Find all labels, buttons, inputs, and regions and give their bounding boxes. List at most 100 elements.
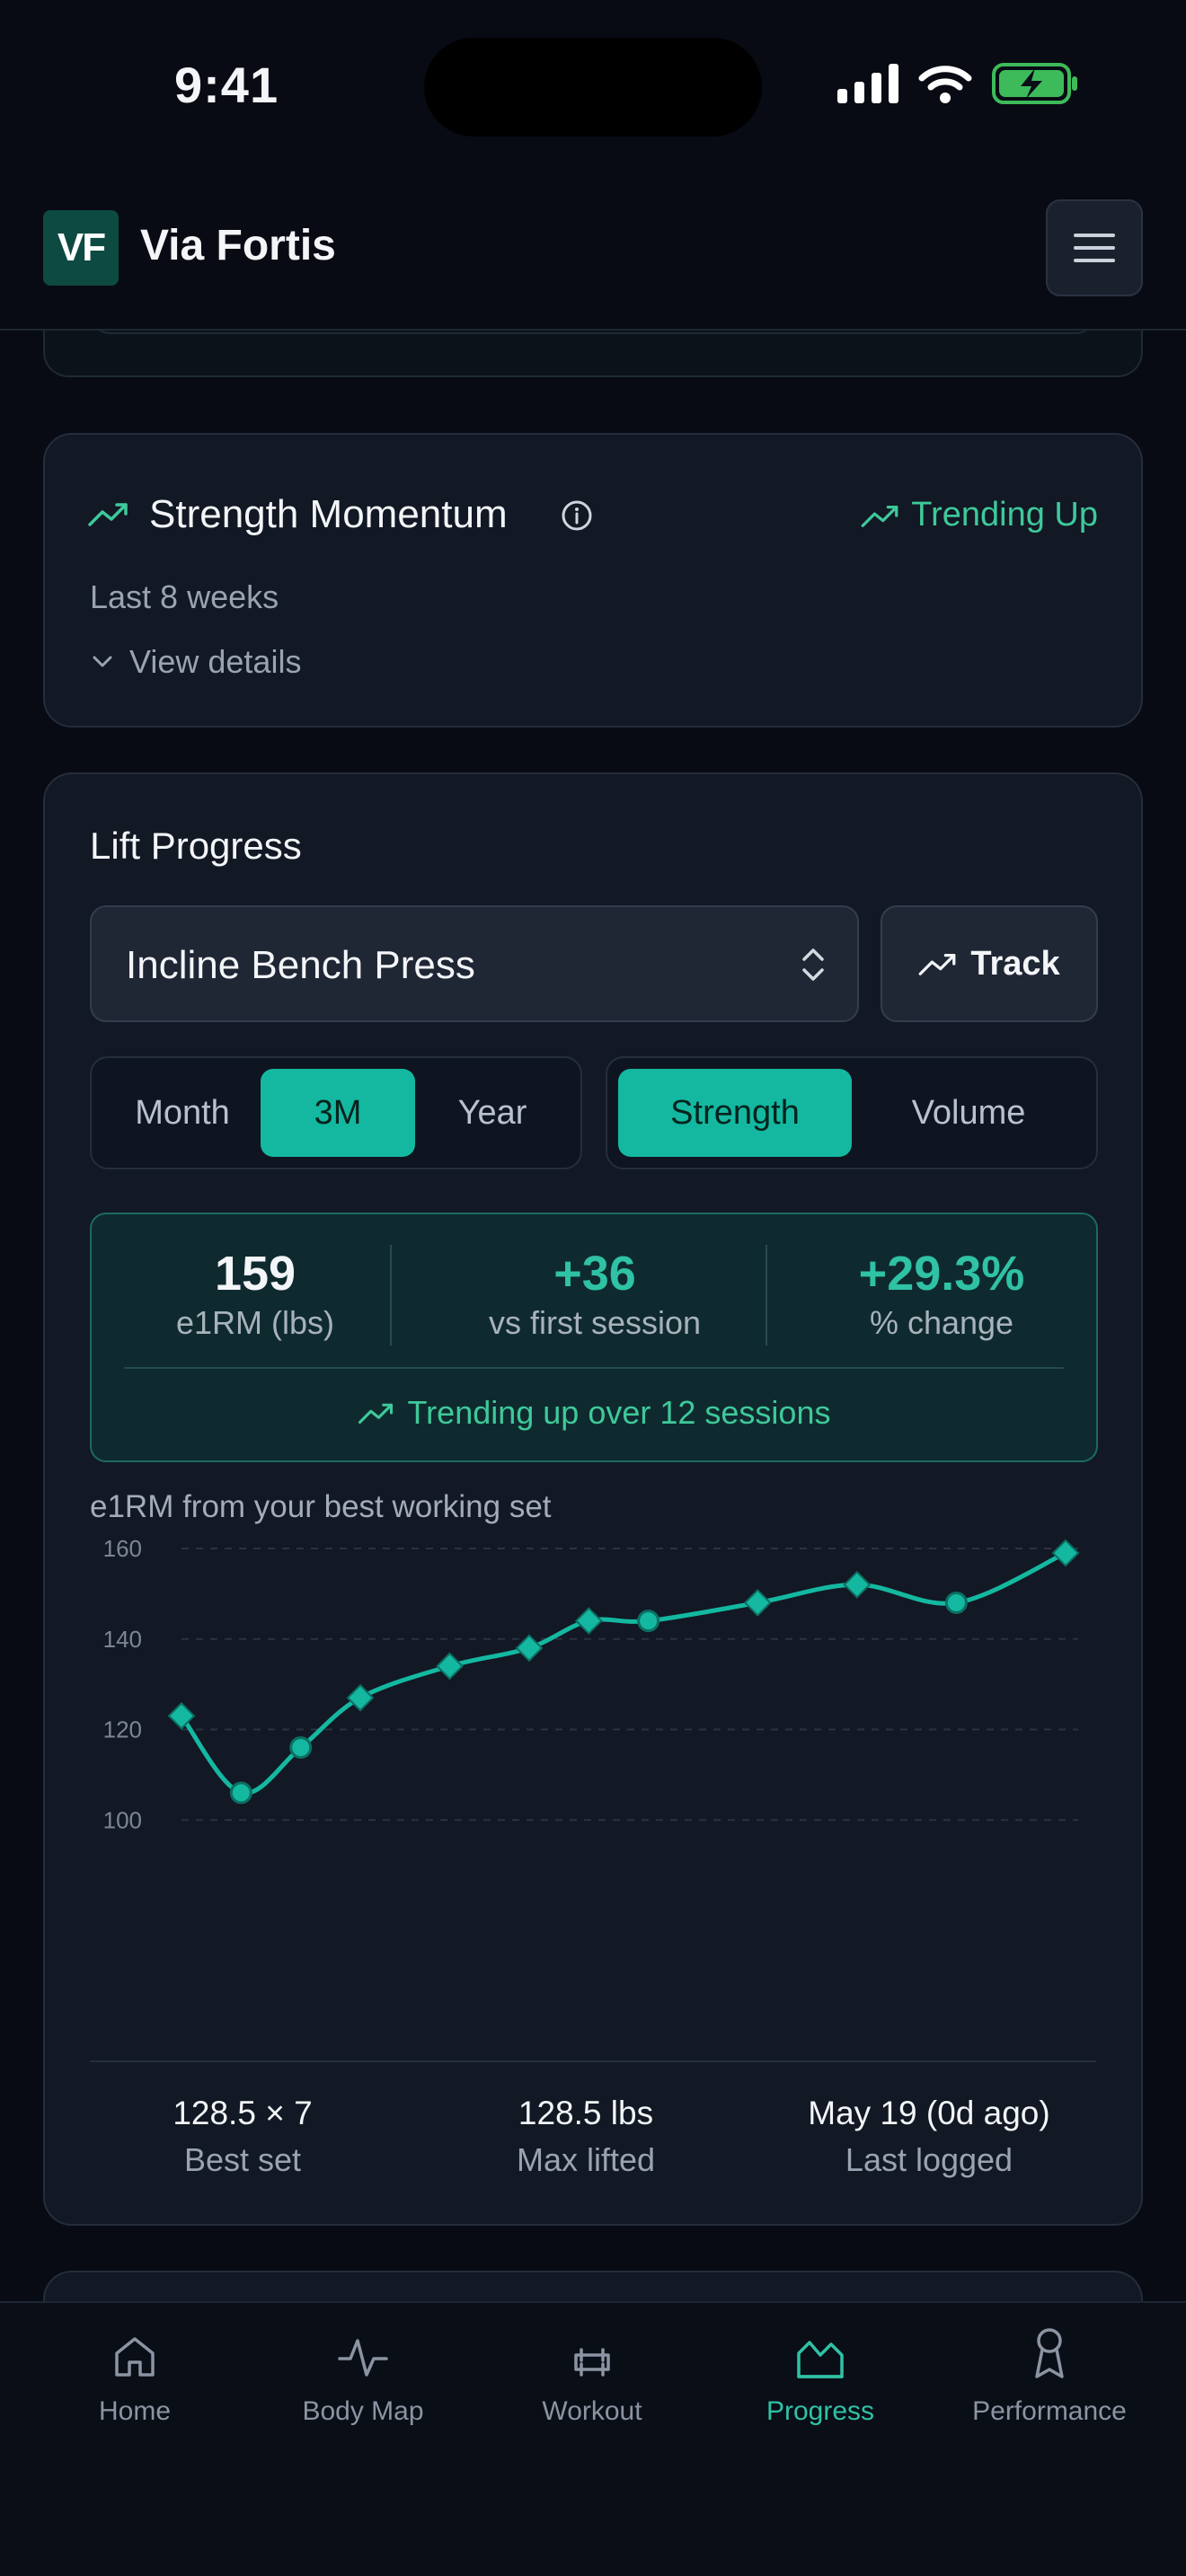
wifi-icon <box>918 66 972 103</box>
info-icon[interactable] <box>561 499 593 532</box>
app-name: Via Fortis <box>140 222 336 269</box>
trend-badge-label: Trending Up <box>911 496 1098 534</box>
stat-vs-first: +36 vs first session <box>442 1245 748 1342</box>
view-details-label: View details <box>129 643 302 680</box>
stat-e1rm-label: e1RM (lbs) <box>175 1304 335 1341</box>
lift-progress-card: Lift Progress Incline Bench Press Track … <box>43 772 1143 2226</box>
tab-body-map-label: Body Map <box>302 2396 424 2426</box>
data-point-diamond <box>743 1589 772 1617</box>
stat-percent-change: +29.3% % change <box>789 1245 1094 1342</box>
tab-progress-label: Progress <box>766 2396 875 2426</box>
select-arrows-icon <box>802 948 824 981</box>
mode-segmented-control: Strength Volume <box>606 1056 1098 1169</box>
data-point-diamond <box>346 1683 375 1712</box>
stat-e1rm-value: 159 <box>214 1247 296 1301</box>
y-tick-label: 100 <box>103 1806 142 1833</box>
range-option-month[interactable]: Month <box>135 1093 230 1132</box>
mode-option-volume[interactable]: Volume <box>911 1093 1026 1132</box>
trending-up-icon <box>918 953 956 975</box>
chart-caption: e1RM from your best working set <box>90 1489 552 1524</box>
tab-performance[interactable]: Performance <box>935 2317 1164 2452</box>
range-option-year[interactable]: Year <box>457 1093 527 1132</box>
stat-percent-change-value: +29.3% <box>858 1247 1025 1301</box>
data-point-circle <box>229 1781 252 1804</box>
trending-up-icon <box>358 1403 393 1425</box>
stats-trend-label: Trending up over 12 sessions <box>407 1394 831 1431</box>
stat-vs-first-value: +36 <box>553 1247 636 1301</box>
data-point-circle <box>944 1591 968 1614</box>
home-icon <box>115 2337 155 2377</box>
app-logo: VF <box>43 210 119 286</box>
max-lifted-label: Max lifted <box>516 2141 656 2178</box>
stat-vs-first-label: vs first session <box>488 1304 702 1341</box>
data-point-circle <box>289 1736 313 1760</box>
data-point-diamond <box>843 1570 872 1599</box>
signal-icon <box>837 64 898 103</box>
status-bar: 9:41 <box>0 0 1186 171</box>
track-button[interactable]: Track <box>881 905 1098 1022</box>
data-point-diamond <box>515 1634 544 1663</box>
stat-e1rm: 159 e1RM (lbs) <box>102 1245 408 1342</box>
stats-trend: Trending up over 12 sessions <box>92 1394 1096 1432</box>
tab-workout-label: Workout <box>542 2396 642 2426</box>
y-tick-label: 140 <box>103 1626 142 1653</box>
pulse-icon <box>338 2339 388 2377</box>
chart-icon <box>797 2341 844 2378</box>
mode-option-strength[interactable]: Strength <box>618 1069 852 1157</box>
footer-divider <box>90 2060 1096 2062</box>
battery-charging-icon <box>992 63 1077 104</box>
trending-up-icon <box>88 503 128 526</box>
menu-button[interactable] <box>1046 199 1143 296</box>
tab-home[interactable]: Home <box>21 2317 249 2452</box>
tab-performance-label: Performance <box>972 2396 1127 2426</box>
stats-divider <box>124 1367 1064 1369</box>
dynamic-island <box>424 38 762 137</box>
exercise-select-value: Incline Bench Press <box>126 943 475 987</box>
best-set-label: Best set <box>183 2141 302 2178</box>
tab-body-map[interactable]: Body Map <box>249 2317 477 2452</box>
momentum-title: Strength Momentum <box>149 492 508 536</box>
range-option-3m[interactable]: 3M <box>261 1069 415 1157</box>
stats-summary: 159 e1RM (lbs) +36 vs first session +29.… <box>90 1213 1098 1462</box>
max-lifted-value: 128.5 lbs <box>518 2095 654 2131</box>
last-logged-value: May 19 (0d ago) <box>808 2095 1050 2131</box>
dumbbell-icon <box>574 2348 610 2377</box>
app-header: VF Via Fortis <box>0 171 1186 331</box>
stat-percent-change-label: % change <box>869 1304 1014 1341</box>
data-point-circle <box>637 1610 660 1633</box>
best-set-value: 128.5 × 7 <box>173 2095 313 2131</box>
range-segmented-control: Month 3M Year <box>90 1056 582 1169</box>
e1rm-line-chart: 80100120140160Feb 20Mar 3Mar 9Mar 26Apr … <box>103 1536 1080 1833</box>
hamburger-icon-line <box>1074 259 1115 262</box>
y-tick-label: 120 <box>103 1716 142 1743</box>
data-point-diamond <box>436 1652 464 1681</box>
footer-last-logged: May 19 (0d ago) Last logged <box>758 2095 1100 2179</box>
award-icon <box>1035 2328 1064 2378</box>
footer-max-lifted: 128.5 lbs Max lifted <box>415 2095 757 2179</box>
data-point-diamond <box>574 1607 603 1636</box>
tab-home-label: Home <box>98 2396 172 2426</box>
lift-progress-title: Lift Progress <box>90 825 302 867</box>
track-button-label: Track <box>970 944 1060 983</box>
stat-divider <box>390 1245 392 1345</box>
status-icons <box>837 63 1078 104</box>
hamburger-icon-line <box>1074 234 1115 237</box>
data-point-diamond <box>167 1701 196 1730</box>
tab-workout[interactable]: Workout <box>478 2317 706 2452</box>
trend-badge: Trending Up <box>861 496 1098 534</box>
status-time: 9:41 <box>174 57 279 113</box>
footer-best-set: 128.5 × 7 Best set <box>72 2095 413 2179</box>
tab-progress[interactable]: Progress <box>706 2317 934 2452</box>
data-point-diamond <box>1051 1539 1080 1567</box>
bottom-tab-bar: Home Body Map Workout Progress <box>0 2301 1186 2576</box>
last-logged-label: Last logged <box>845 2141 1013 2178</box>
momentum-subtitle: Last 8 weeks <box>90 578 279 615</box>
y-tick-label: 160 <box>103 1536 142 1562</box>
trending-up-icon <box>861 505 898 527</box>
exercise-select[interactable]: Incline Bench Press <box>90 905 859 1022</box>
chevron-down-icon <box>93 656 112 667</box>
view-details-toggle[interactable]: View details <box>92 643 301 681</box>
series-line <box>179 1550 1068 1796</box>
strength-momentum-card: Strength Momentum Trending Up Last 8 wee… <box>43 433 1143 728</box>
stat-divider <box>766 1245 767 1345</box>
